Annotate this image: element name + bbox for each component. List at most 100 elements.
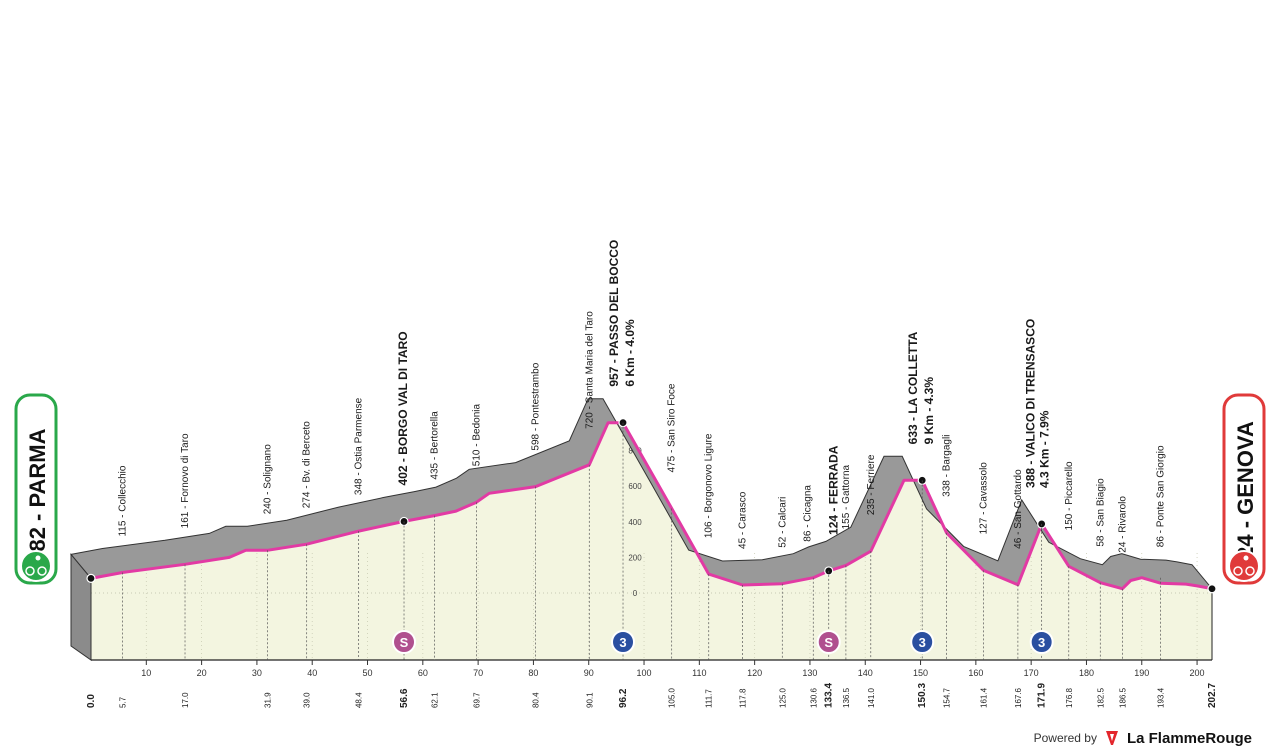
waypoint-label: 52 - Calcari [777,497,788,548]
waypoint-label: 86 - Cicagna [802,485,813,542]
waypoint-label: 86 - Ponte San Giorgio [1156,445,1167,547]
km-label: 96.2 [618,688,629,708]
km-label: 133.4 [824,683,835,708]
rider-wheel-icon [1245,566,1255,576]
rider-head-icon [1243,555,1249,561]
x-tick-label: 200 [1190,668,1205,678]
waypoint-label: 348 - Ostia Parmense [354,397,365,495]
badge-label: 82 - PARMA [25,428,50,551]
waypoint-label: 58 - San Biagio [1095,478,1106,547]
waypoint-labels: 115 - Collecchio 161 - Fornovo di Taro 240… [118,240,1167,553]
rider-wheel-icon [1233,566,1243,576]
rider-wheel-icon [25,566,35,576]
x-tick-label: 150 [913,668,928,678]
start-badge: 82 - PARMA [14,393,58,585]
marker-label: 3 [619,635,626,650]
badge-frame [1222,393,1266,585]
km-label: 17.0 [181,692,190,708]
waypoint-label: 435 - Bertorella [429,411,440,480]
waypoint-label: 633 - LA COLLETTA [906,331,920,444]
waypoint-label: 338 - Bargagli [942,435,953,497]
km-label: 193.4 [1157,687,1166,708]
waypoint-dot [86,573,96,584]
km-label: 62.1 [430,692,439,708]
x-tick-label: 190 [1134,668,1149,678]
flame-logo-icon [1105,731,1118,745]
km-label: 80.4 [532,692,541,708]
km-label: 69.7 [472,692,481,708]
kom-marker: 3 [611,630,636,654]
start-finish-badges: 82 - PARMA 24 - GENOVA [14,393,1266,585]
km-label: 39.0 [303,692,312,708]
km-label: 0.0 [86,694,97,708]
waypoint-label: 24 - Rivarolo [1117,496,1128,553]
waypoint-label: 720 - Santa Maria del Taro [584,311,595,429]
x-axis: 0.0 5.7 17.0 31.9 39.0 48.4 56.6 62.1 69.7 80.4 90… [86,660,1218,708]
finish-badge: 24 - GENOVA [1222,393,1266,585]
waypoint-label: 115 - Collecchio [118,465,129,536]
x-tick-label: 30 [252,668,262,678]
kom-marker: 3 [1029,630,1054,654]
waypoint-label: 402 - BORGO VAL DI TARO [396,331,410,485]
sprint-marker: S [816,630,841,654]
km-label: 161.4 [980,687,989,708]
x-tick-label: 140 [858,668,873,678]
profile-background [91,422,1212,660]
x-tick-label: 100 [637,668,652,678]
x-tick-label: 60 [418,668,428,678]
waypoint-label: 475 - San Siro Foce [667,383,678,472]
kom-marker: 3 [910,630,935,654]
y-tick-label: 400 [628,518,642,527]
y-tick-label: 600 [628,482,642,491]
km-label: 141.0 [867,687,876,708]
marker-circle [910,630,935,654]
waypoint-label: 150 - Piccarello [1064,461,1075,530]
rider-head-icon [35,555,41,561]
waypoint-label: 957 - PASSO DEL BOCCO [607,240,621,387]
waypoint-label: 235 - Ferriere [866,454,877,515]
km-label: 186.5 [1118,687,1127,708]
marker-circle [1029,630,1054,654]
x-tick-label: 120 [747,668,762,678]
y-tick-label: 0 [633,589,638,598]
waypoint-label: 46 - San Gottardo [1013,469,1024,549]
waypoint-label: 9 Km - 4.3% [922,377,936,445]
x-tick-label: 110 [692,668,706,678]
x-tick-label: 70 [473,668,483,678]
km-label: 202.7 [1207,683,1218,708]
marker-circle [816,630,841,654]
valley-area [91,422,1212,660]
km-label: 136.5 [842,687,851,708]
km-label: 48.4 [355,692,364,708]
brand-name: La FlammeRouge [1126,729,1252,747]
climb-sprint-markers: S 3 S 3 3 [392,630,1054,654]
waypoint-label: 6 Km - 4.0% [623,319,637,387]
marker-circle [611,630,636,654]
x-tick-label: 170 [1024,668,1039,678]
waypoint-label: 45 - Carasco [737,491,748,549]
km-label: 125.0 [778,687,787,708]
x-tick-label: 160 [968,668,983,678]
rider-icon [1228,550,1260,582]
km-label: 90.1 [585,692,594,708]
km-label: 130.6 [809,687,818,708]
km-label: 31.9 [263,692,272,708]
x-tick-label: 20 [197,668,207,678]
x-tick-label: 180 [1079,668,1094,678]
km-label: 105.0 [668,687,677,708]
marker-circle [392,630,417,654]
waypoint-label: 155 - Gattorna [841,464,852,529]
km-label: 5.7 [119,696,128,708]
km-label: 56.6 [399,688,410,708]
km-label: 171.9 [1037,683,1048,708]
waypoint-label: 106 - Borgonovo Ligure [704,433,715,538]
footer: Powered by La FlammeRouge [1034,728,1252,748]
x-tick-label: 40 [307,668,317,678]
waypoint-label: 274 - Bv. di Berceto [302,421,313,509]
km-label: 117.8 [738,688,747,708]
road-profile-line [90,421,1213,591]
km-label: 176.8 [1065,687,1074,708]
km-label: 167.6 [1014,687,1023,708]
x-tick-label: 10 [141,668,151,678]
